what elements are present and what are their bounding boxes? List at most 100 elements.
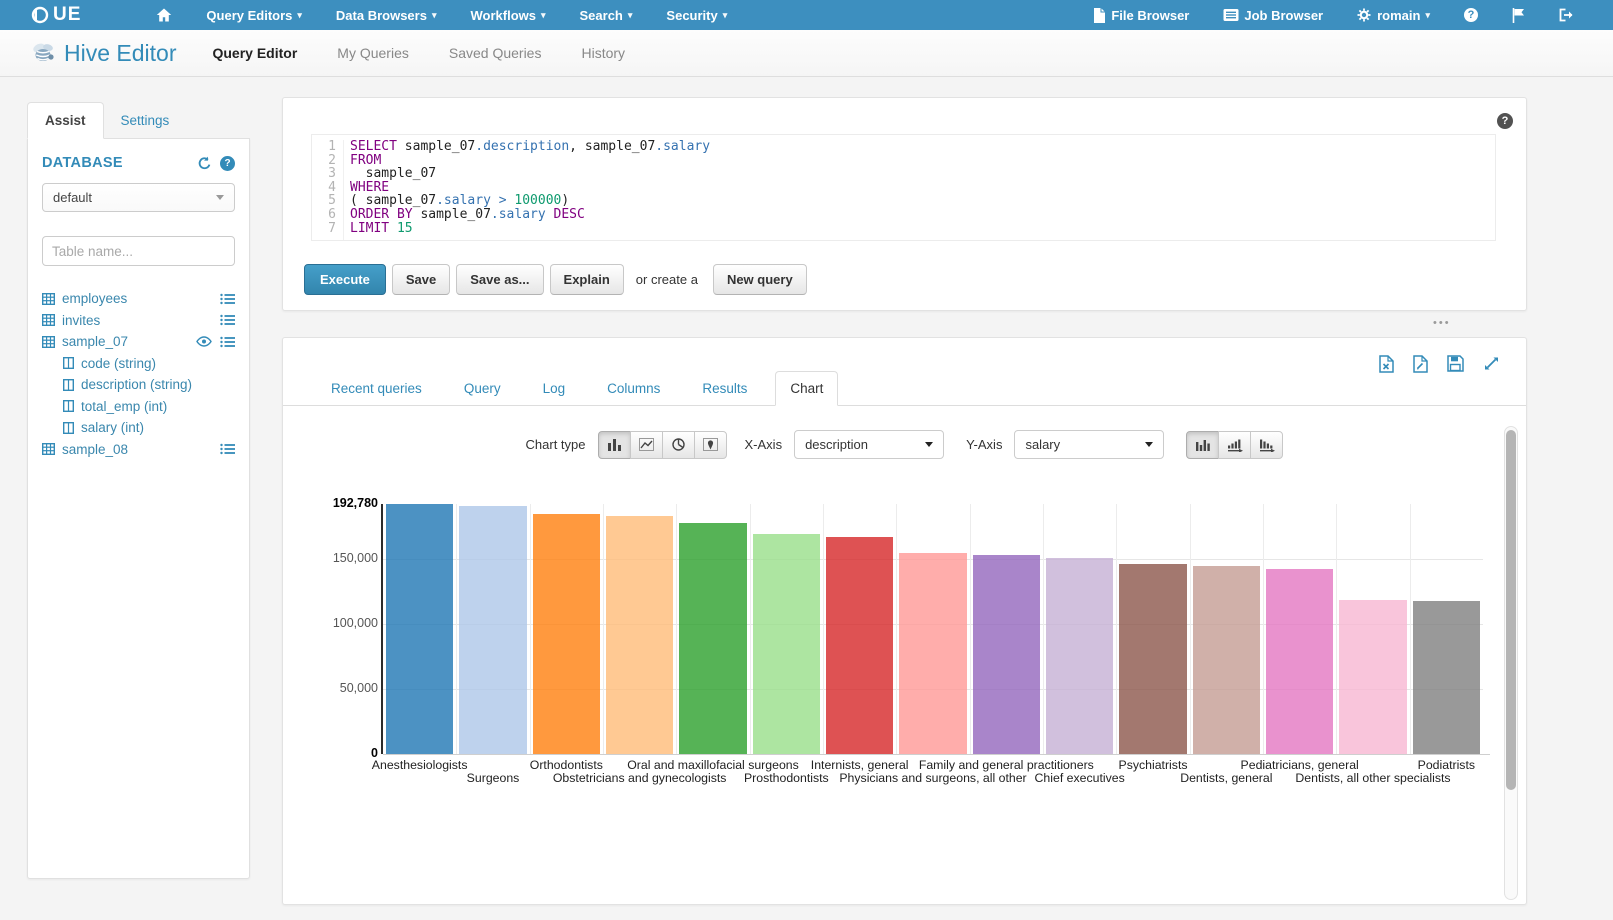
chart-bar[interactable] [1046, 557, 1114, 754]
line-number: 4 [328, 179, 336, 195]
tab-log[interactable]: Log [542, 381, 566, 396]
pie-chart-button[interactable] [661, 430, 695, 459]
eye-icon[interactable] [196, 336, 212, 347]
nav-feedback[interactable] [1495, 0, 1542, 30]
nav-security[interactable]: Security ▾ [649, 0, 744, 30]
table-row-employees[interactable]: employees [42, 288, 235, 310]
nav-search[interactable]: Search ▾ [563, 0, 650, 30]
menu-icon[interactable] [220, 443, 235, 455]
nav-data-browsers[interactable]: Data Browsers ▾ [319, 0, 454, 30]
x-category-label: Anesthesiologists [371, 758, 468, 772]
chart-bar[interactable] [1412, 600, 1480, 754]
vertical-gridline [1409, 504, 1411, 754]
refresh-icon[interactable] [197, 156, 212, 171]
table-row-invites[interactable]: invites [42, 310, 235, 332]
sort-asc-button[interactable] [1218, 430, 1252, 459]
nav-help[interactable]: ? [1447, 0, 1495, 30]
tab-query-editor[interactable]: Query Editor [212, 45, 298, 61]
nav-workflows[interactable]: Workflows ▾ [453, 0, 562, 30]
chart-bar[interactable] [386, 504, 454, 754]
tab-query[interactable]: Query [463, 381, 501, 396]
table-row-sample-08[interactable]: sample_08 [42, 439, 235, 461]
hive-editor-title[interactable]: Hive Editor [30, 40, 176, 67]
tab-my-queries[interactable]: My Queries [337, 45, 409, 61]
tab-settings[interactable]: Settings [120, 113, 170, 128]
sort-asc-icon [1227, 439, 1243, 452]
tab-results[interactable]: Results [702, 381, 748, 396]
chart-bar[interactable] [459, 505, 527, 754]
chart-bar[interactable] [826, 537, 894, 754]
line-chart-button[interactable] [629, 430, 663, 459]
tab-saved-queries[interactable]: Saved Queries [448, 45, 542, 61]
nav-label: Query Editors [206, 7, 293, 23]
column-row-salary[interactable]: salary (int) [42, 417, 235, 439]
menu-icon[interactable] [220, 336, 235, 348]
column-row-total-emp[interactable]: total_emp (int) [42, 396, 235, 418]
table-filter-input[interactable] [42, 236, 235, 266]
doc-export-icon[interactable] [1413, 355, 1428, 373]
bar-chart-button[interactable] [597, 430, 631, 459]
hue-logo-text: UE [53, 4, 82, 25]
logout-icon [1559, 8, 1573, 22]
menu-icon[interactable] [220, 293, 235, 305]
excel-export-icon[interactable] [1379, 355, 1394, 373]
vertical-gridline [529, 504, 531, 754]
x-category-label: Dentists, all other specialists [1295, 771, 1451, 785]
chart-bar[interactable] [899, 552, 967, 754]
assist-help-icon[interactable]: ? [220, 155, 235, 171]
nav-home[interactable] [139, 0, 189, 30]
vertical-gridline [1189, 504, 1191, 754]
y-axis-select[interactable]: salary [1014, 430, 1165, 459]
new-query-button[interactable]: New query [712, 264, 807, 295]
caret-down-icon: ▾ [431, 9, 437, 20]
sort-desc-button[interactable] [1250, 430, 1284, 459]
table-row-sample-07[interactable]: sample_07 [42, 331, 235, 353]
line-number: 1 [328, 139, 336, 154]
chart-bar[interactable] [1119, 564, 1187, 754]
chart-bar[interactable] [972, 554, 1040, 754]
menu-icon[interactable] [220, 314, 235, 326]
editor-help-icon[interactable]: ? [1497, 113, 1513, 129]
nav-file-browser[interactable]: File Browser [1076, 0, 1206, 30]
tab-history[interactable]: History [581, 45, 626, 61]
x-axis-select[interactable]: description [794, 430, 945, 459]
database-select[interactable]: default [42, 183, 235, 212]
explain-button[interactable]: Explain [549, 264, 624, 295]
sql-line: LIMIT 15 [350, 220, 413, 236]
sort-none-button[interactable] [1186, 430, 1220, 459]
save-as-button[interactable]: Save as... [456, 264, 544, 295]
tab-assist[interactable]: Assist [27, 102, 104, 139]
chart-bar[interactable] [752, 534, 820, 754]
nav-query-editors[interactable]: Query Editors ▾ [189, 0, 319, 30]
chart-scrollbar-thumb[interactable] [1506, 430, 1516, 790]
execute-button[interactable]: Execute [304, 264, 386, 295]
nav-logout[interactable] [1542, 0, 1591, 30]
chart-bar[interactable] [1266, 568, 1334, 754]
resize-grip[interactable]: ••• [1433, 317, 1451, 329]
map-chart-icon [702, 438, 718, 451]
chart-bar[interactable] [679, 522, 747, 754]
column-row-description[interactable]: description (string) [42, 374, 235, 396]
map-chart-button[interactable] [693, 430, 727, 459]
nav-job-browser[interactable]: Job Browser [1206, 0, 1340, 30]
column-row-code[interactable]: code (string) [42, 353, 235, 375]
tab-recent-queries[interactable]: Recent queries [331, 381, 422, 396]
chart-bar[interactable] [1339, 600, 1407, 754]
hue-logo[interactable]: UE [30, 4, 81, 26]
nav-label: Workflows [470, 7, 536, 23]
tab-columns[interactable]: Columns [607, 381, 661, 396]
chart-bar[interactable] [1192, 565, 1260, 754]
chart-bar[interactable] [606, 515, 674, 754]
table-icon [42, 335, 55, 348]
chart-bar[interactable] [532, 513, 600, 754]
tab-chart[interactable]: Chart [775, 371, 839, 406]
save-result-icon[interactable] [1447, 355, 1464, 373]
save-button[interactable]: Save [391, 264, 451, 295]
caret-down-icon [1145, 442, 1154, 447]
expand-icon[interactable] [1483, 355, 1500, 373]
x-category-label: Obstetricians and gynecologists [552, 771, 727, 785]
chart-scrollbar[interactable] [1504, 426, 1518, 900]
editor-actions: Execute Save Save as... Explain or creat… [304, 264, 807, 295]
nav-user-menu[interactable]: romain ▾ [1340, 0, 1447, 30]
